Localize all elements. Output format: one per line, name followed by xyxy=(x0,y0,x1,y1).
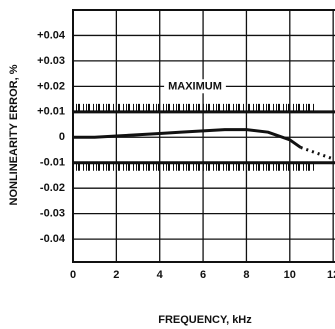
annotation-bg xyxy=(164,79,226,94)
x-axis-label: FREQUENCY, kHz xyxy=(158,314,252,326)
x-tick-label: 0 xyxy=(70,269,76,281)
data-line xyxy=(300,146,334,161)
x-tick-label: 12 xyxy=(327,269,335,281)
y-tick-label: +0.03 xyxy=(37,55,65,67)
y-tick-label: -0.03 xyxy=(40,208,65,220)
y-tick-label: -0.01 xyxy=(40,157,65,169)
x-tick-label: 4 xyxy=(157,269,164,281)
y-tick-label: +0.04 xyxy=(37,29,66,41)
y-tick-label: +0.02 xyxy=(37,80,65,92)
x-tick-label: 6 xyxy=(200,269,206,281)
y-axis-label: NONLINEARITY ERROR, % xyxy=(8,64,20,205)
x-tick-label: 8 xyxy=(243,269,249,281)
x-tick-label: 2 xyxy=(113,269,119,281)
y-tick-label: -0.02 xyxy=(40,182,65,194)
x-tick-label: 10 xyxy=(284,269,296,281)
y-tick-label: +0.01 xyxy=(37,106,65,118)
annotation: MAXIMUM xyxy=(168,80,222,92)
y-tick-label: -0.04 xyxy=(40,233,66,245)
data-line xyxy=(73,128,302,149)
y-tick-label: 0 xyxy=(59,131,65,143)
